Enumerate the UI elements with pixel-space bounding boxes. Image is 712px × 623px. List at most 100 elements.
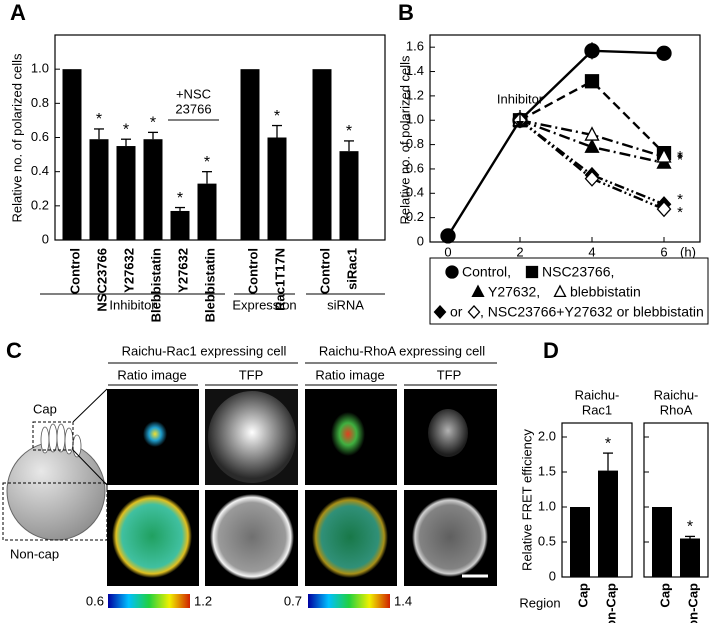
x-axis-label: (h) (680, 244, 696, 259)
cell-signal (208, 391, 296, 483)
y-tick-label: 1.5 (538, 463, 556, 478)
bar (143, 139, 163, 240)
legend-label: , NSC23766+Y27632 or blebbistatin (480, 304, 704, 320)
y-axis-label: Relative no. of polarized cells (397, 55, 412, 225)
y-tick-label: 1.0 (31, 61, 49, 76)
legend-label: Y27632, (488, 284, 540, 300)
point (656, 45, 672, 61)
colorbar-label: 1.2 (194, 593, 212, 608)
panel-label: B (398, 0, 414, 25)
annotation: 23766 (175, 101, 211, 116)
y-tick-label: 0 (417, 233, 424, 248)
y-tick-label: 0.6 (31, 129, 49, 144)
bar (89, 139, 109, 240)
significance-mark: * (605, 435, 611, 452)
point (656, 201, 672, 218)
annotation-arrowhead (516, 121, 524, 128)
bar (680, 538, 700, 577)
chart-title: RhoA (660, 402, 693, 417)
plot-frame (429, 34, 701, 243)
significance-mark: * (177, 190, 183, 207)
legend-label: Control, (462, 264, 511, 280)
series-line (446, 49, 665, 237)
legend-label: or (450, 304, 463, 320)
x-tick-label: Control (67, 248, 82, 294)
bar (339, 151, 359, 240)
cell-signal (143, 421, 167, 447)
bar (197, 183, 217, 240)
significance-mark: * (96, 111, 102, 128)
legend-marker (553, 284, 567, 298)
y-tick-label: 0.4 (406, 185, 424, 200)
significance-mark: * (687, 519, 693, 536)
noncap-box (2, 482, 108, 541)
zoom-line (72, 388, 108, 423)
cell-signal (312, 496, 388, 578)
x-tick-label: Cap (575, 583, 590, 608)
bar (312, 69, 332, 241)
plot-frame (643, 422, 709, 578)
significance-mark: * (150, 115, 156, 132)
x-tick-label: 6 (660, 244, 667, 259)
significance-mark: * (204, 154, 210, 171)
y-tick-label: 0 (549, 568, 556, 583)
y-tick-label: 1.0 (538, 498, 556, 513)
y-tick-label: 1.4 (406, 63, 424, 78)
cell-signal (210, 494, 294, 580)
bar (652, 507, 672, 577)
x-tick-label: Y27632 (121, 248, 136, 293)
colorbar-label: 1.4 (394, 593, 412, 608)
group-label: Expression (232, 297, 296, 312)
annotation: Inhibitor (497, 91, 544, 106)
y-axis-label: Relative FRET efficiency (519, 429, 534, 571)
chart-title: Rac1 (582, 402, 612, 417)
legend-marker (525, 265, 539, 279)
colorbar (308, 594, 390, 608)
bar (570, 507, 590, 577)
y-tick-label: 1.2 (406, 87, 424, 102)
y-tick-label: 0.8 (31, 95, 49, 110)
significance-mark: * (677, 191, 683, 208)
column-header: Ratio image (117, 367, 186, 382)
plot-frame (561, 422, 633, 578)
x-tick-label: 4 (588, 244, 595, 259)
cell-signal (412, 497, 488, 577)
colorbar-label: 0.7 (284, 593, 302, 608)
bar (267, 137, 287, 240)
y-tick-label: 1.6 (406, 39, 424, 54)
significance-mark: * (677, 152, 683, 169)
legend-marker (433, 304, 447, 320)
region-label: Non-cap (10, 546, 59, 561)
cell-signal (331, 412, 365, 456)
region-label: Cap (33, 401, 57, 416)
bar (598, 470, 618, 577)
bar (116, 146, 136, 240)
x-tick-label: Blebbistatin (148, 248, 163, 322)
legend-label: blebbistatin (570, 284, 641, 300)
legend-marker (445, 265, 459, 279)
significance-mark: * (677, 150, 683, 167)
x-tick-label: 0 (444, 244, 451, 259)
significance-mark: * (123, 121, 129, 138)
significance-mark: * (274, 108, 280, 125)
x-tick-label: Control (317, 248, 332, 294)
cap-box (32, 421, 74, 451)
x-tick-label: Non-Cap (685, 583, 700, 623)
x-tick-label: Control (245, 248, 260, 294)
bar (62, 69, 82, 241)
colorbar-label: 0.6 (86, 593, 104, 608)
series-line (519, 119, 665, 165)
x-tick-label: Y27632 (175, 248, 190, 293)
column-header: TFP (239, 367, 264, 382)
y-tick-label: 0.6 (406, 160, 424, 175)
y-tick-label: 0.2 (31, 197, 49, 212)
y-tick-label: 1.0 (406, 112, 424, 127)
bar (240, 69, 260, 241)
chart-title: Raichu- (654, 387, 699, 402)
x-tick-label: Non-Cap (603, 583, 618, 623)
x-tick-label: 2 (516, 244, 523, 259)
x-tick-label: Cap (657, 583, 672, 608)
cell-schematic (6, 441, 106, 541)
point (440, 228, 456, 244)
